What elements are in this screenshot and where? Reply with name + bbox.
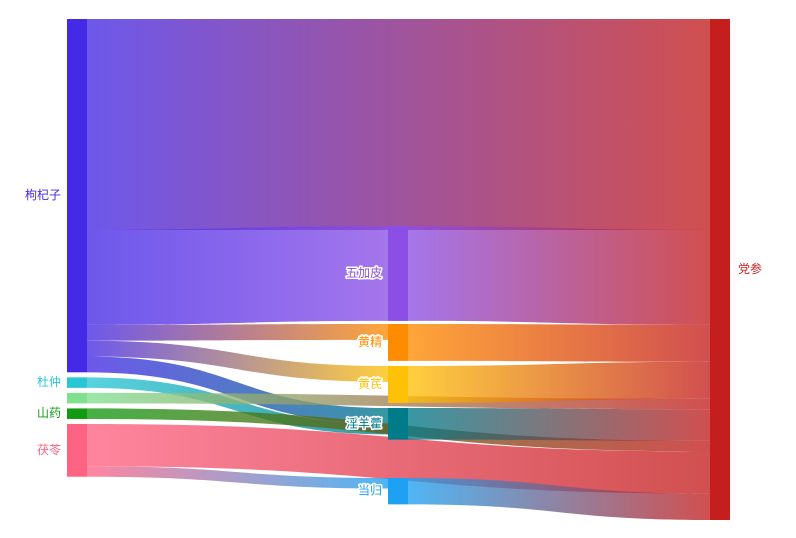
link-huangjing-to-dangshen[interactable] [408, 324, 710, 362]
node-unlabeled[interactable] [67, 392, 87, 404]
node-huangjing[interactable] [388, 324, 408, 361]
link-gouqizi-to-yinyanghuo[interactable] [87, 356, 388, 424]
link-danggui-to-dangshen[interactable] [408, 478, 710, 520]
node-label-gouqizi: 枸杞子 [25, 187, 61, 202]
sankey-nodes [67, 19, 730, 520]
node-label-fuling: 茯苓 [37, 443, 61, 457]
node-label-huangqi: 黄芪 [358, 377, 382, 391]
node-label-wujiapi: 五加皮 [346, 266, 382, 280]
node-huangqi[interactable] [388, 366, 408, 403]
link-huangqi-to-dangshen[interactable] [408, 361, 710, 403]
link-fuling-to-danggui[interactable] [87, 466, 388, 489]
link-gouqizi-to-dangshen[interactable] [87, 19, 710, 230]
link-gouqizi-to-huangqi[interactable] [87, 340, 388, 382]
node-yinyanghuo[interactable] [388, 408, 408, 440]
node-gouqizi[interactable] [67, 19, 87, 373]
node-fuling[interactable] [67, 423, 87, 477]
link-fuling-to-dangshen[interactable] [87, 423, 710, 494]
node-wujiapi[interactable] [388, 226, 408, 321]
node-label-dangshen: 党参 [738, 261, 762, 276]
node-shanyao[interactable] [67, 408, 87, 419]
node-label-duzhong: 杜仲 [37, 374, 61, 389]
link-wujiapi-to-dangshen[interactable] [408, 226, 710, 325]
sankey-links [87, 19, 710, 520]
node-danggui[interactable] [388, 478, 408, 505]
link-gouqizi-to-huangjing[interactable] [87, 324, 388, 341]
node-dangshen[interactable] [710, 19, 730, 520]
link-yinyanghuo-to-dangshen[interactable] [408, 408, 710, 441]
node-label-huangjing: 黄精 [358, 335, 382, 349]
node-duzhong[interactable] [67, 377, 87, 388]
link-gouqizi-to-wujiapi[interactable] [87, 226, 388, 325]
node-label-yinyanghuo: 淫羊藿 [346, 415, 382, 430]
node-label-shanyao: 山药 [37, 406, 61, 420]
node-label-danggui: 当归 [358, 484, 382, 498]
